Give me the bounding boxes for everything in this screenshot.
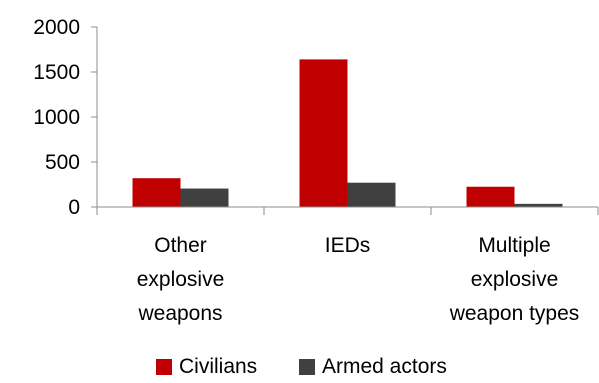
y-tick-label: 1500 <box>33 61 80 84</box>
x-category-label: weapon types <box>449 302 580 325</box>
x-category-label: explosive <box>471 268 559 291</box>
bars <box>132 59 563 208</box>
legend-label: Armed actors <box>322 355 447 378</box>
x-category-label: IEDs <box>325 234 371 257</box>
bar-civilians <box>132 178 181 207</box>
y-axis: 0 500 1000 1500 2000 <box>33 16 98 219</box>
y-tick-label: 1000 <box>33 106 80 129</box>
bar-armed-actors <box>347 182 396 207</box>
bar-civilians <box>466 186 515 207</box>
bar-armed-actors <box>514 203 563 207</box>
legend-swatch <box>299 359 315 375</box>
x-category-label: Multiple <box>478 234 550 257</box>
x-category-label: Other <box>154 234 207 257</box>
x-category-label: explosive <box>137 268 225 291</box>
y-tick-label: 500 <box>45 151 80 174</box>
bar-armed-actors <box>180 188 229 207</box>
y-tick-label: 2000 <box>33 16 80 39</box>
y-tick-label: 0 <box>68 196 80 219</box>
legend-label: Civilians <box>179 355 257 378</box>
legend-swatch <box>156 359 172 375</box>
bar-civilians <box>299 59 348 208</box>
x-category-label: weapons <box>137 302 222 325</box>
x-axis: Other explosive weapons IEDs Multiple explosi… <box>96 206 599 325</box>
legend: Civilians Armed actors <box>156 355 447 378</box>
